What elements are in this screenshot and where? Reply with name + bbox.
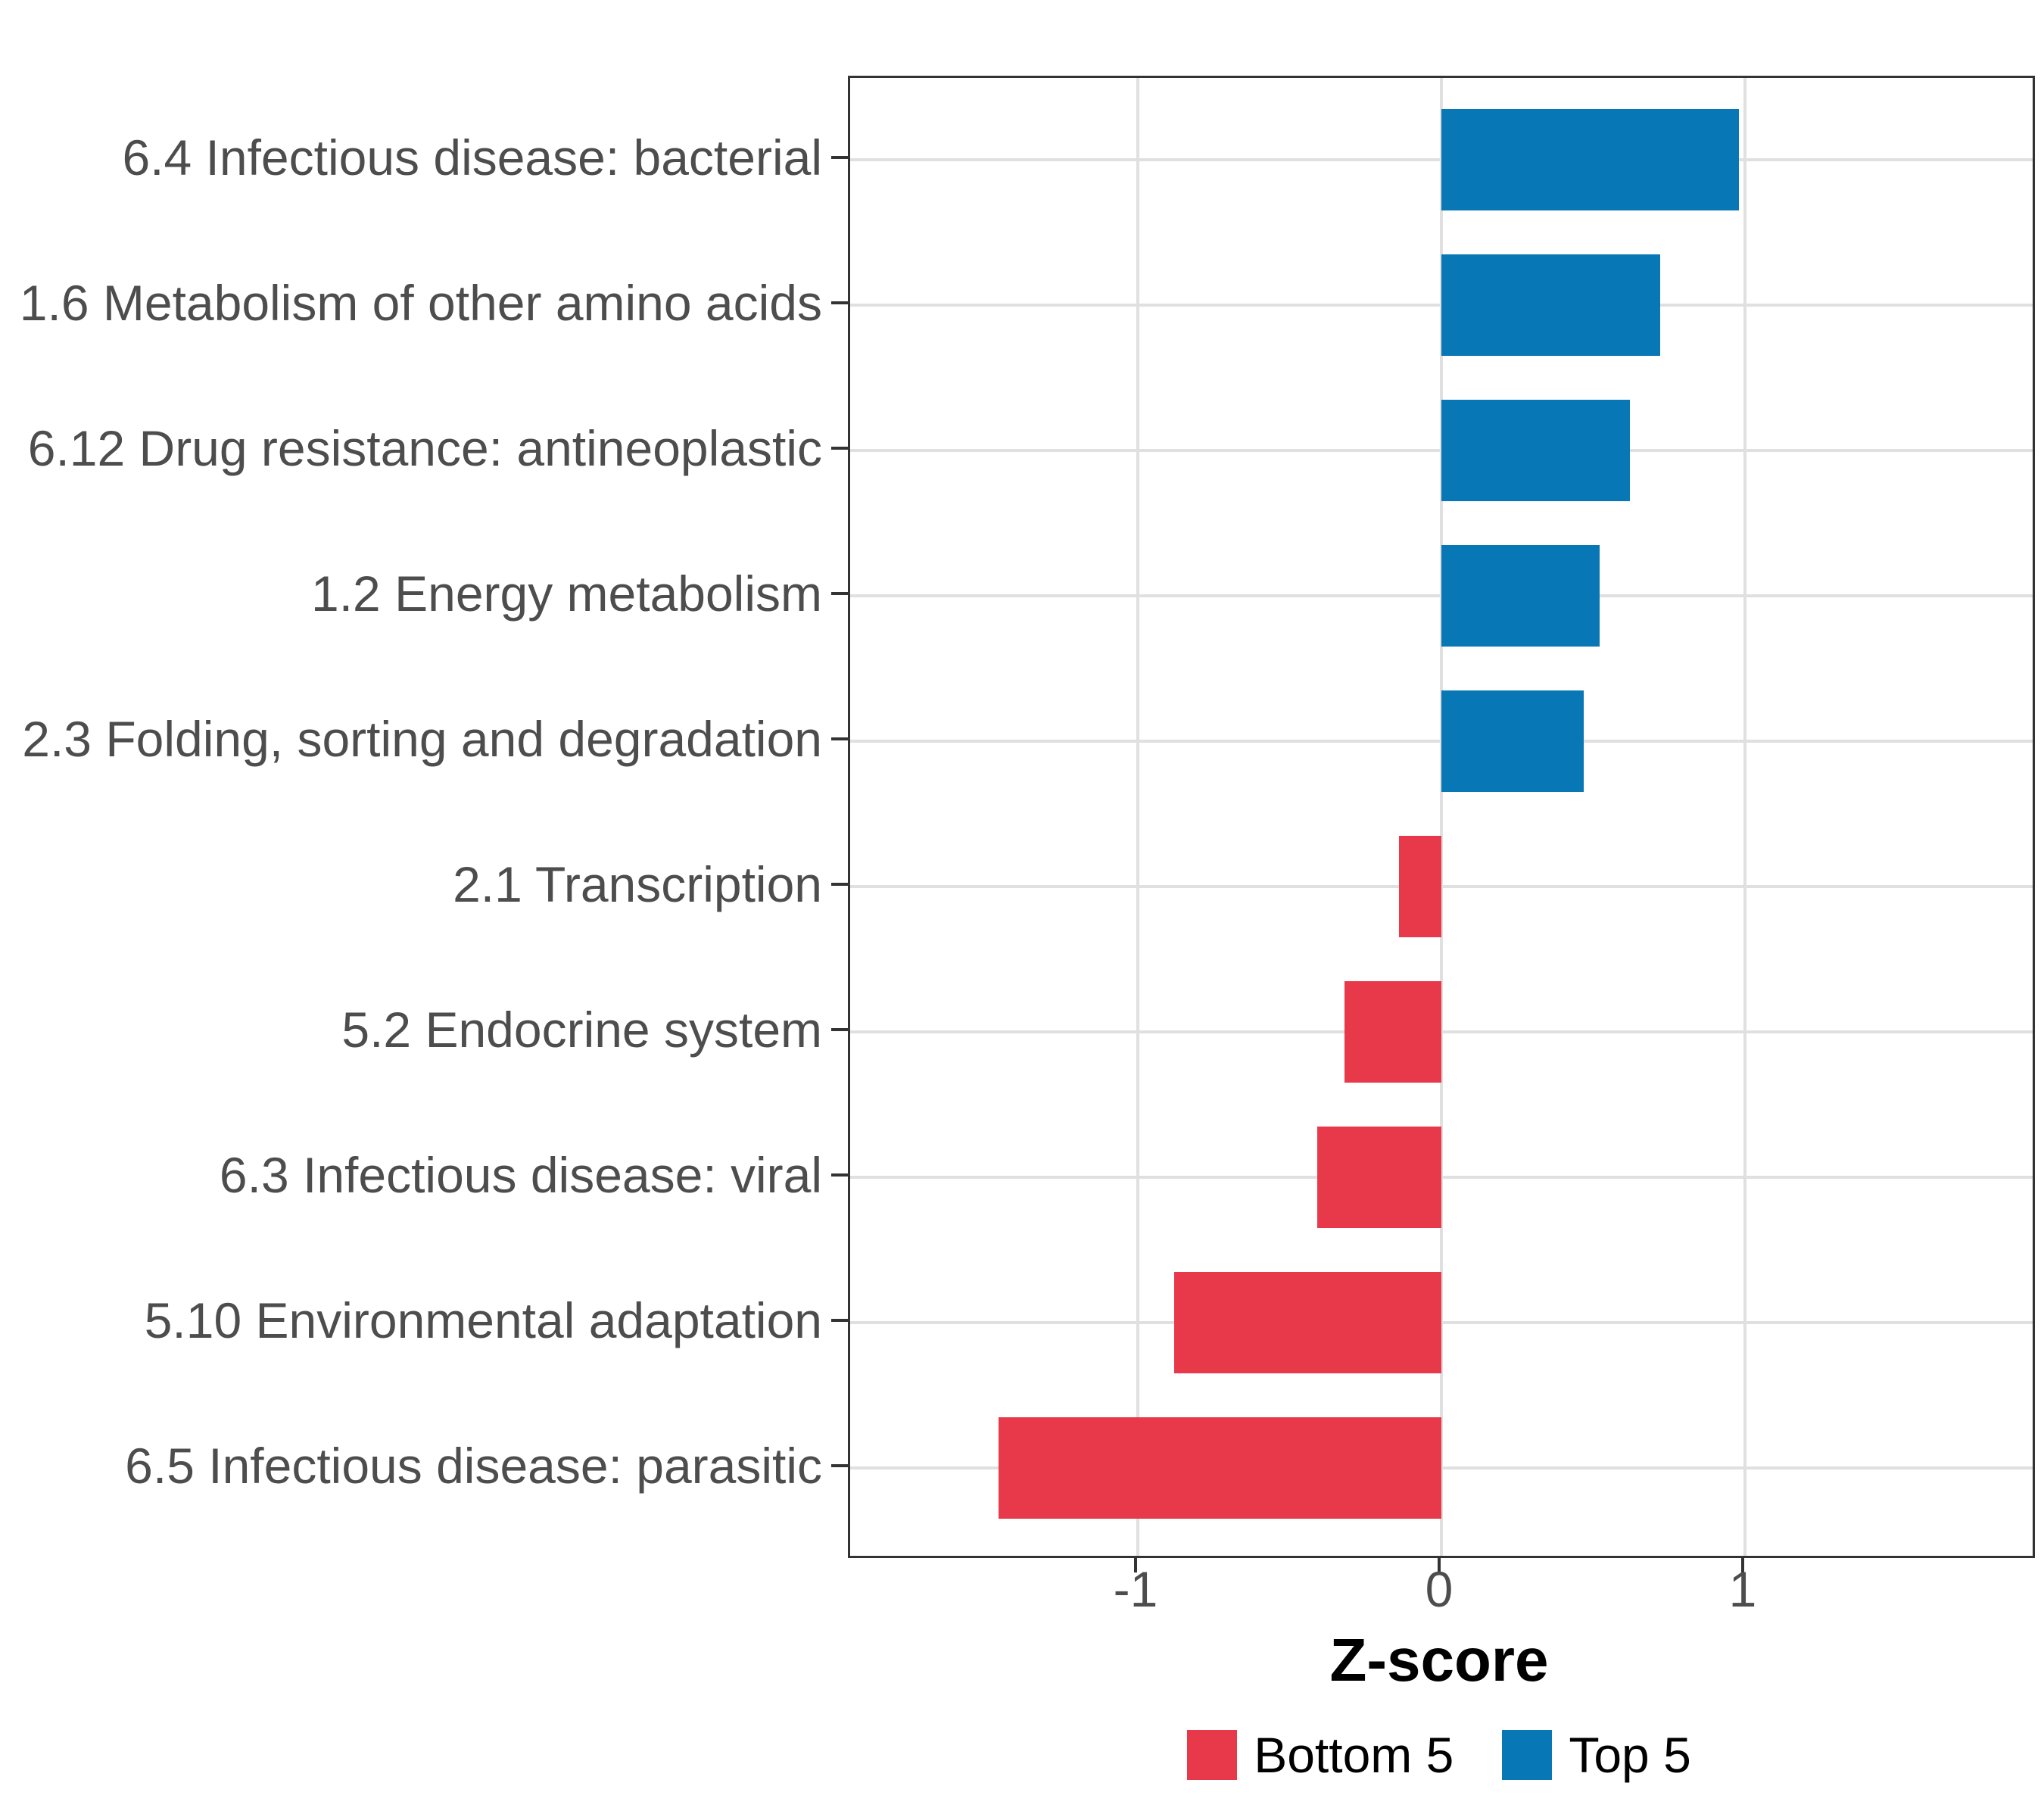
- y-axis-label: 6.5 Infectious disease: parasitic: [125, 1438, 822, 1494]
- legend-item: Bottom 5: [1187, 1728, 1454, 1781]
- x-tick: [1134, 1556, 1137, 1572]
- y-axis-label: 2.1 Transcription: [453, 856, 822, 912]
- y-tick: [831, 301, 848, 304]
- x-tick: [1741, 1556, 1744, 1572]
- y-tick: [831, 1173, 848, 1177]
- x-axis-tick-label: 0: [1425, 1561, 1454, 1617]
- y-axis-label: 5.10 Environmental adaptation: [144, 1292, 822, 1348]
- y-tick: [831, 156, 848, 159]
- plot-panel: [848, 76, 2035, 1558]
- bar: [998, 1417, 1441, 1519]
- bar: [1344, 981, 1441, 1083]
- y-axis-label: 1.2 Energy metabolism: [311, 566, 822, 622]
- y-tick: [831, 1319, 848, 1322]
- x-tick: [1438, 1556, 1441, 1572]
- bar: [1441, 545, 1600, 647]
- gridline-xtick: [1440, 78, 1443, 1556]
- y-tick: [831, 737, 848, 740]
- y-tick: [831, 592, 848, 595]
- bar: [1441, 254, 1660, 356]
- legend-key-swatch: [1187, 1730, 1238, 1780]
- gridline-xtick: [1743, 78, 1746, 1556]
- y-axis-label: 6.12 Drug resistance: antineoplastic: [27, 420, 822, 476]
- bar: [1316, 1127, 1441, 1228]
- bar: [1441, 109, 1739, 210]
- y-tick: [831, 1464, 848, 1467]
- y-axis-label: 6.4 Infectious disease: bacterial: [122, 129, 822, 185]
- y-tick: [831, 447, 848, 450]
- x-axis-tick-label: -1: [1113, 1561, 1158, 1617]
- bar: [1441, 690, 1584, 792]
- y-axis-label: 6.3 Infectious disease: viral: [219, 1147, 822, 1203]
- legend-item: Top 5: [1502, 1727, 1691, 1783]
- x-axis-tick-label: 1: [1728, 1561, 1757, 1617]
- legend-label: Top 5: [1569, 1727, 1691, 1783]
- x-axis-title: Z-score: [1329, 1626, 1549, 1694]
- bar: [1174, 1272, 1441, 1373]
- legend-label: Bottom 5: [1254, 1727, 1454, 1783]
- y-axis-label: 5.2 Endocrine system: [341, 1002, 822, 1058]
- bar: [1398, 836, 1441, 937]
- legend-key-swatch: [1502, 1730, 1553, 1780]
- gridline-xtick: [1136, 78, 1139, 1556]
- y-axis-label: 2.3 Folding, sorting and degradation: [22, 711, 822, 767]
- y-tick: [831, 1028, 848, 1031]
- y-tick: [831, 883, 848, 886]
- bar: [1441, 400, 1630, 501]
- y-axis-label: 1.6 Metabolism of other amino acids: [19, 275, 822, 331]
- legend: Bottom 5 Top 5: [848, 1728, 2030, 1781]
